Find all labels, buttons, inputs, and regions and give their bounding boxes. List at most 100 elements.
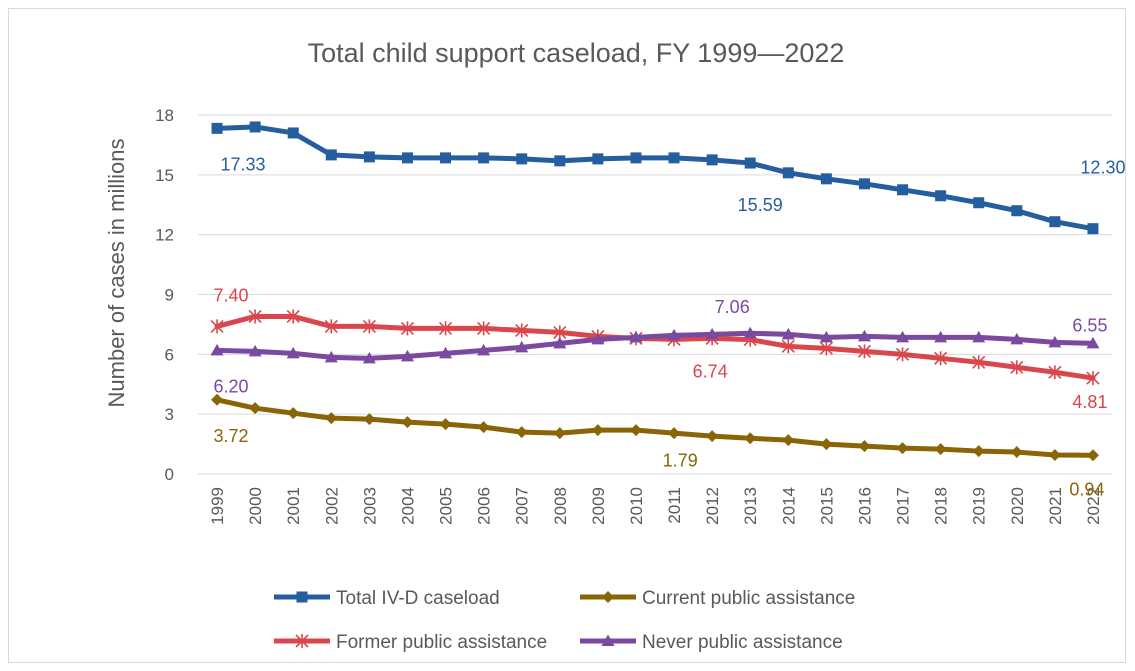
x-tick-label: 1999 bbox=[208, 487, 227, 525]
data-point bbox=[782, 434, 795, 447]
data-point bbox=[629, 330, 643, 343]
x-tick-label: 2004 bbox=[398, 487, 417, 525]
data-point bbox=[477, 321, 491, 336]
data-point bbox=[1048, 365, 1062, 380]
y-axis-ticks: 0 3 6 9 12 15 18 bbox=[155, 106, 174, 484]
x-tick-label: 2000 bbox=[246, 487, 265, 525]
x-tick-label: 2018 bbox=[932, 487, 951, 525]
x-tick-label: 2005 bbox=[437, 487, 456, 525]
data-label: 7.06 bbox=[715, 297, 750, 317]
data-point bbox=[324, 319, 338, 334]
y-tick-label: 12 bbox=[155, 226, 174, 245]
y-tick-label: 18 bbox=[155, 106, 174, 125]
data-point bbox=[248, 344, 262, 357]
legend-label: Former public assistance bbox=[336, 632, 547, 653]
y-tick-label: 3 bbox=[165, 405, 174, 424]
y-tick-label: 0 bbox=[165, 465, 174, 484]
data-label: 6.20 bbox=[214, 376, 249, 396]
data-point bbox=[1010, 446, 1023, 459]
data-point bbox=[400, 321, 415, 336]
x-tick-label: 2002 bbox=[322, 487, 341, 525]
y-tick-label: 9 bbox=[165, 286, 174, 305]
data-point bbox=[857, 344, 872, 359]
data-point bbox=[668, 427, 681, 440]
data-label: 4.81 bbox=[1072, 392, 1107, 412]
data-point bbox=[935, 190, 947, 202]
legend-item: Current public assistance bbox=[580, 588, 855, 609]
data-point bbox=[478, 152, 490, 164]
data-point bbox=[477, 421, 490, 434]
data-label: 1.79 bbox=[663, 450, 698, 470]
data-point bbox=[706, 154, 718, 166]
data-point bbox=[592, 153, 604, 165]
data-point bbox=[897, 184, 909, 196]
data-point bbox=[324, 350, 338, 363]
gridlines bbox=[198, 114, 1112, 475]
data-point bbox=[591, 424, 604, 437]
legend-swatch-marker bbox=[296, 591, 308, 603]
series-line bbox=[214, 313, 1096, 381]
data-point bbox=[1048, 335, 1062, 348]
series-current-public-assistance bbox=[211, 393, 1099, 462]
data-point bbox=[438, 321, 453, 336]
x-tick-label: 2020 bbox=[1008, 487, 1027, 525]
data-point bbox=[286, 309, 300, 324]
data-label: 12.30 bbox=[1080, 158, 1125, 178]
data-point bbox=[363, 413, 376, 426]
data-point bbox=[630, 152, 642, 164]
series-line bbox=[214, 124, 1096, 232]
x-axis-ticks: 1999 2000 2001 2002 2003 2004 2005 2006 2007 2008… bbox=[208, 487, 1103, 525]
data-point bbox=[515, 426, 528, 439]
legend-item: Never public assistance bbox=[580, 632, 843, 653]
data-point bbox=[362, 319, 376, 334]
data-point bbox=[744, 432, 757, 445]
data-point bbox=[629, 424, 642, 437]
data-point bbox=[782, 167, 794, 179]
series-line bbox=[214, 397, 1096, 458]
data-point bbox=[401, 152, 413, 164]
x-tick-label: 2015 bbox=[817, 487, 836, 525]
legend-label: Current public assistance bbox=[642, 588, 855, 609]
data-point bbox=[439, 418, 452, 431]
data-point bbox=[401, 416, 414, 429]
data-point bbox=[972, 445, 985, 458]
data-point bbox=[743, 326, 757, 339]
data-point bbox=[858, 178, 870, 190]
legend-item: Total IV-D caseload bbox=[274, 588, 500, 609]
data-point bbox=[440, 152, 452, 164]
data-point bbox=[668, 152, 680, 164]
data-point bbox=[325, 412, 338, 425]
data-point bbox=[706, 430, 719, 443]
data-label: 15.59 bbox=[738, 195, 783, 215]
data-point bbox=[515, 323, 529, 338]
data-point bbox=[972, 355, 986, 370]
data-label: 3.72 bbox=[214, 426, 249, 446]
legend-label: Never public assistance bbox=[642, 632, 843, 653]
x-tick-label: 2006 bbox=[475, 487, 494, 525]
data-point bbox=[516, 153, 528, 165]
data-label: 17.33 bbox=[221, 154, 266, 174]
chart-title: Total child support caseload, FY 1999—20… bbox=[308, 38, 845, 68]
x-tick-label: 2010 bbox=[627, 487, 646, 525]
data-point bbox=[1011, 205, 1023, 217]
series-never-public-assistance bbox=[210, 326, 1100, 364]
data-point bbox=[1086, 449, 1099, 462]
data-point bbox=[896, 330, 910, 343]
data-point bbox=[554, 155, 566, 167]
data-point bbox=[249, 402, 262, 415]
x-tick-label: 2012 bbox=[703, 487, 722, 525]
data-point bbox=[210, 343, 224, 356]
x-tick-label: 2019 bbox=[970, 487, 989, 525]
x-tick-label: 2013 bbox=[741, 487, 760, 525]
y-tick-label: 6 bbox=[165, 345, 174, 364]
x-tick-label: 2001 bbox=[284, 487, 303, 525]
data-label: 0.94 bbox=[1069, 479, 1104, 499]
data-label: 7.40 bbox=[214, 285, 249, 305]
series-total-iv-d-caseload bbox=[211, 121, 1099, 235]
y-axis-label: Number of cases in millions bbox=[104, 139, 129, 408]
data-point bbox=[705, 327, 719, 340]
data-point bbox=[1049, 216, 1061, 228]
data-point bbox=[1048, 449, 1061, 462]
data-point bbox=[1010, 360, 1024, 375]
